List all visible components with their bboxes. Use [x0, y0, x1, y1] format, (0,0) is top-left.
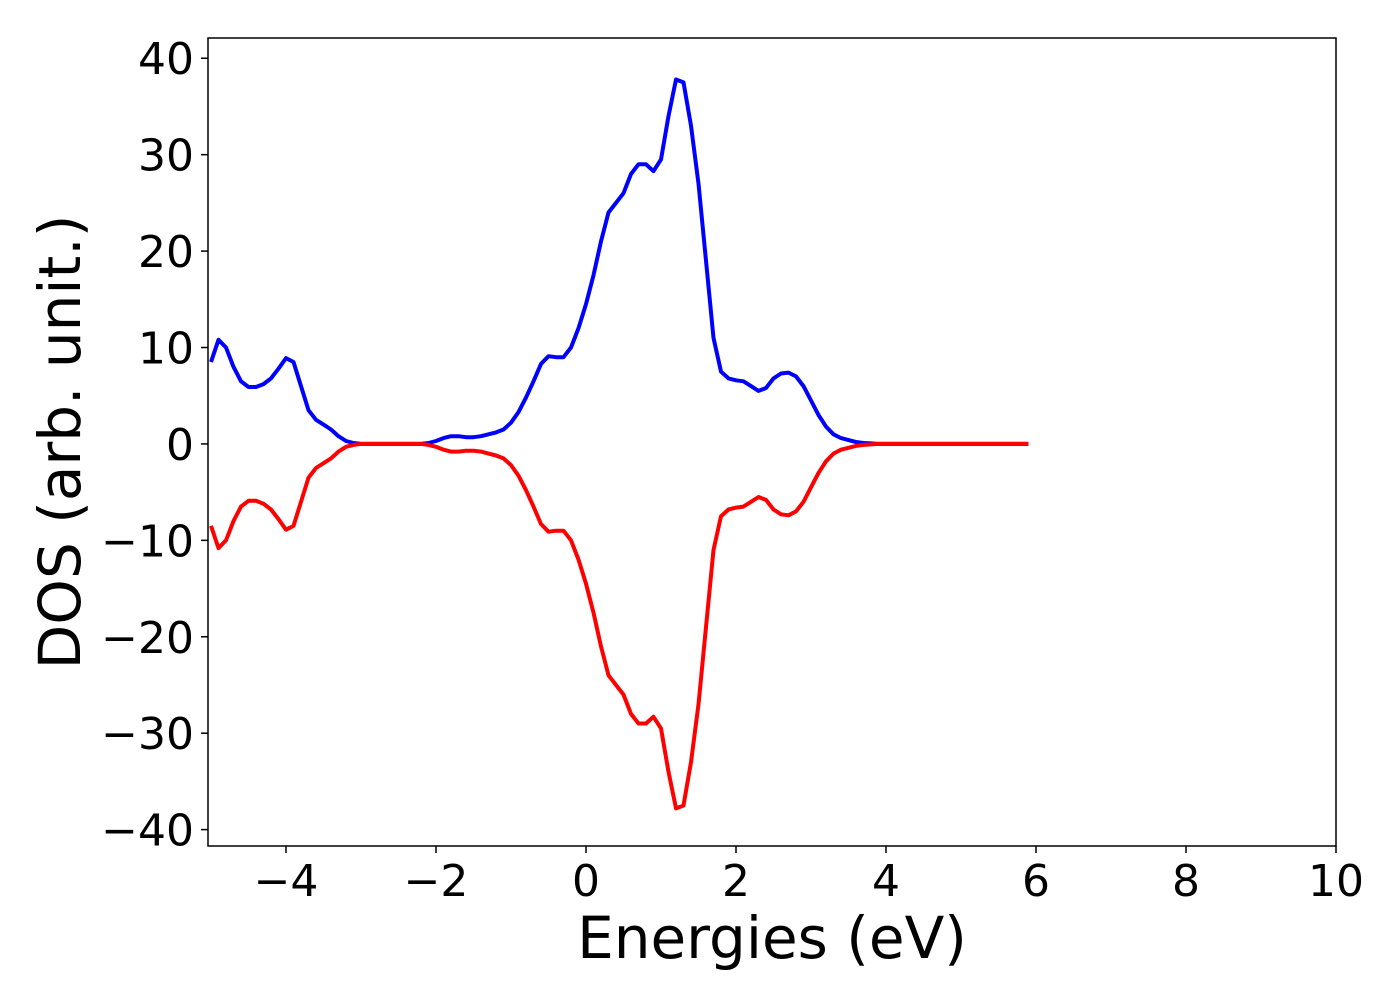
y-tick-label: 0 [166, 420, 194, 471]
x-tick-label: 0 [572, 856, 600, 907]
y-tick-label: −20 [101, 613, 194, 664]
y-tick-label: 30 [138, 131, 194, 182]
plot-frame [207, 37, 1337, 847]
x-tick-label: −2 [404, 856, 469, 907]
y-tick-label: 10 [138, 324, 194, 375]
x-tick-label: 4 [872, 856, 900, 907]
x-tick-label: 8 [1172, 856, 1200, 907]
line [209, 441, 1029, 811]
y-tick-label: −40 [101, 806, 194, 857]
x-tick-label: 6 [1022, 856, 1050, 907]
x-tick-label: 10 [1308, 856, 1364, 907]
x-axis-label: Energies (eV) [577, 904, 967, 972]
y-tick-label: 20 [138, 227, 194, 278]
x-tick-label: 2 [722, 856, 750, 907]
x-tick-label: −4 [254, 856, 319, 907]
line [209, 77, 1029, 446]
y-tick-label: −30 [101, 709, 194, 760]
y-axis-label: DOS (arb. unit.) [26, 215, 94, 670]
y-tick-label: 40 [138, 34, 194, 85]
y-tick-label: −10 [101, 516, 194, 567]
